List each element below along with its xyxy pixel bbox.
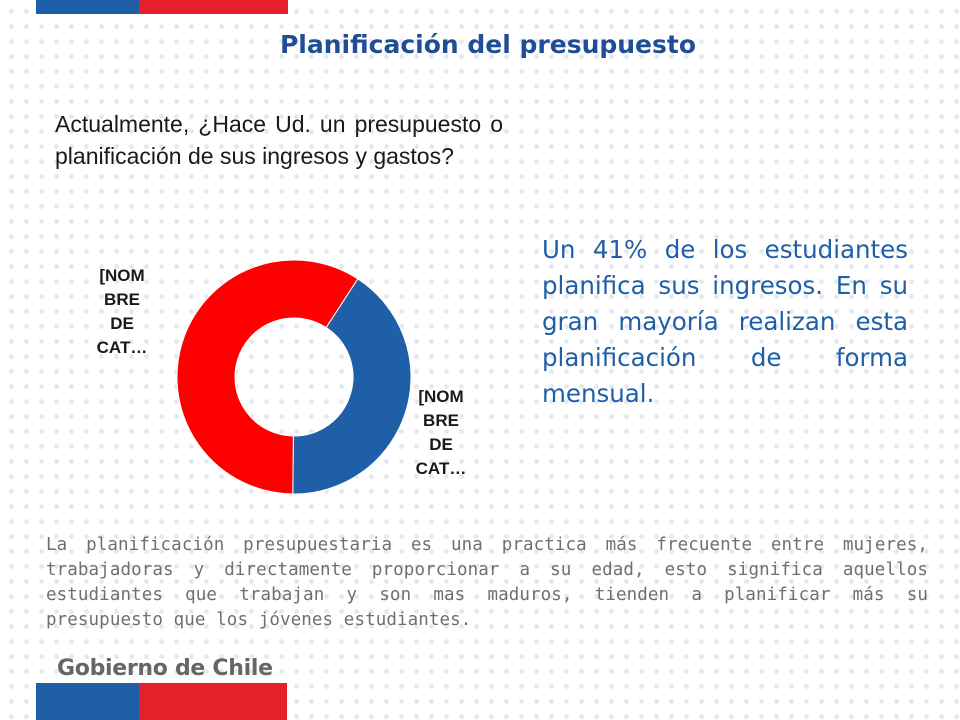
donut-slice-blue: [292, 278, 412, 495]
survey-question: Actualmente, ¿Hace Ud. un presupuesto o …: [55, 111, 503, 169]
top-brand-bar-red: [139, 0, 288, 14]
slice-label-red: [NOM BRE DE CAT…: [96, 266, 148, 357]
summary-text: Un 41% de los estudiantes planifica sus …: [542, 235, 908, 408]
footer-brand-logo: Gobierno de Chile: [57, 656, 273, 681]
conclusion-text: La planificación presupuestaria es una p…: [46, 535, 928, 630]
bottom-brand-bar-blue: [36, 683, 139, 720]
bottom-brand-bar-red: [139, 683, 287, 720]
page-title: Planificación del presupuesto: [279, 30, 697, 59]
donut-slice-red: [176, 259, 359, 495]
top-brand-bar-blue: [36, 0, 139, 14]
slice-label-blue: [NOM BRE DE CAT…: [415, 387, 467, 478]
